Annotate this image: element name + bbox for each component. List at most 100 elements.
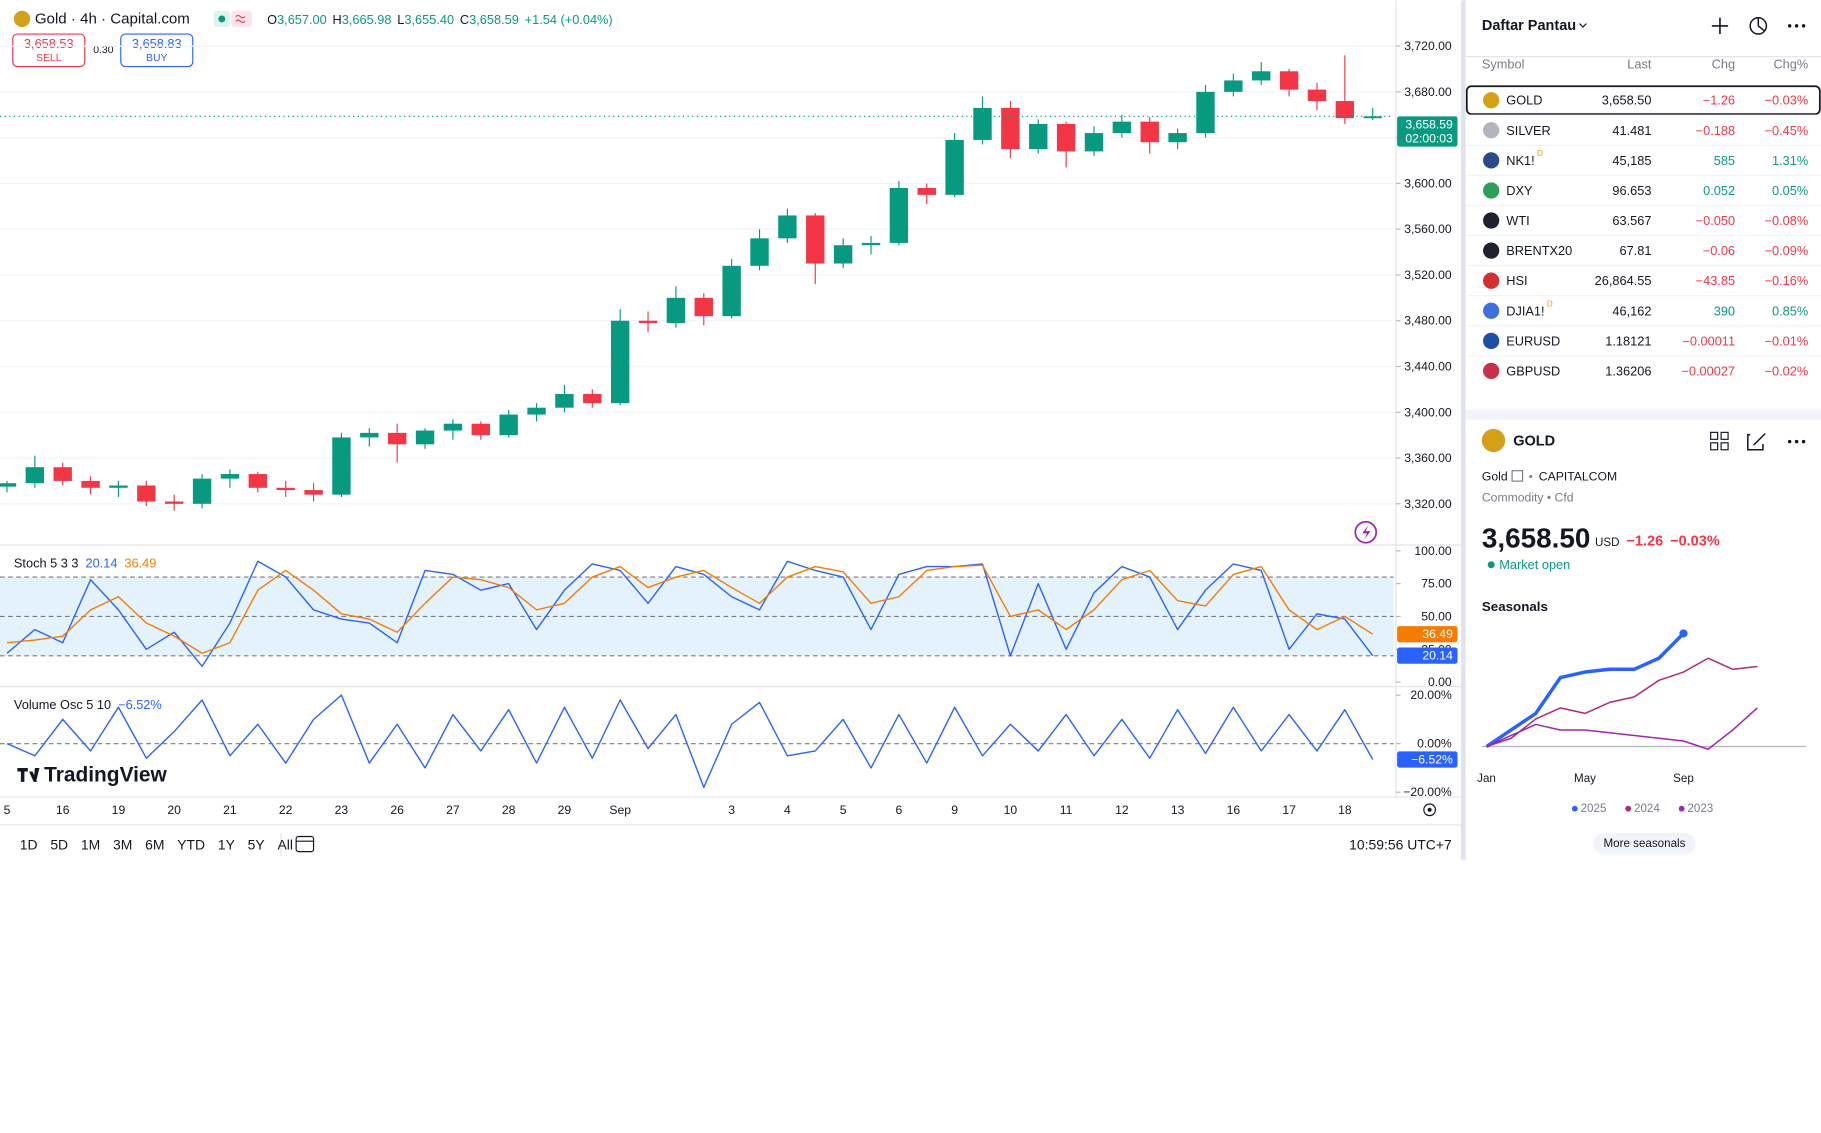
y-tick-label: 75.00 [1421,577,1452,591]
row-symbol[interactable]: GBPUSD [1506,363,1560,378]
y-tick-label: 3,560.00 [1404,222,1452,236]
x-tick-label: 27 [446,803,460,817]
x-tick-label: May [1574,772,1596,785]
ohlc-key: L [397,11,404,26]
candle-body [53,467,72,481]
row-selected [1465,85,1821,116]
candle-body [1224,80,1243,92]
link-icon[interactable] [1511,470,1524,482]
market-status: Market open [1499,557,1570,572]
price-tag-label: 20.14 [1422,649,1453,663]
range-button[interactable]: 1M [81,837,100,853]
x-tick-label: 21 [223,803,237,817]
candle-body [220,474,240,479]
clock[interactable]: 10:59:56 UTC+7 [1349,837,1452,853]
price-tag-label: 36.49 [1422,627,1453,641]
buy-button[interactable] [120,33,194,68]
candle-body [1168,133,1187,143]
range-button[interactable]: All [277,837,292,853]
candle-body [1084,133,1104,152]
x-tick-label: 10 [1004,803,1018,817]
row-symbol[interactable]: NK1! [1506,153,1534,168]
x-tick-label: Sep [609,803,631,817]
row-change: −43.85 [1696,273,1735,288]
candle-body [471,423,490,436]
x-tick-label: 16 [1227,803,1241,817]
candle-body [137,485,156,502]
line [1486,707,1758,751]
range-button[interactable]: 6M [145,837,164,853]
row-change-pct: −0.45% [1765,123,1809,138]
row-change-pct: −0.08% [1765,213,1809,228]
range-button[interactable]: 1D [20,837,38,853]
row-last: 1.18121 [1605,333,1651,348]
legend-label: 2025 [1581,802,1607,815]
x-tick-label: 23 [335,803,349,817]
settings-dot [1427,807,1432,812]
more-icon[interactable] [1787,24,1806,28]
candle-body [360,432,379,438]
chart-title[interactable]: Gold · 4h · Capital.com [35,10,190,27]
row-flag: D [1547,299,1553,308]
symbol-icon[interactable] [13,10,31,28]
row-last: 46,162 [1612,303,1651,318]
alert-icon[interactable] [1354,520,1378,544]
buy-label: BUY [146,53,167,64]
detail-exchange[interactable]: CAPITALCOM [1539,469,1617,483]
calendar-icon[interactable] [1749,17,1768,35]
watchlist-title[interactable]: Daftar Pantau [1482,18,1576,34]
more-seasonals-button[interactable] [1593,833,1696,854]
candle-body [806,215,825,264]
y-tick-label: 3,600.00 [1404,176,1452,190]
x-tick-label: 17 [1282,803,1296,817]
range-button[interactable]: 1Y [218,837,235,853]
detail-symbol[interactable]: GOLD [1513,434,1555,450]
pane-value: −6.52% [118,697,162,712]
status-chip[interactable] [231,10,253,28]
detail-more-icon[interactable] [1787,439,1806,444]
candle-body [861,242,881,246]
legend-dot [1625,805,1632,812]
x-tick-label: Jan [1477,772,1496,785]
ohlc-value: 3,655.40 [404,11,454,26]
y-tick-label: 3,720.00 [1404,39,1452,53]
row-symbol[interactable]: WTI [1506,213,1529,228]
row-symbol[interactable]: SILVER [1506,123,1550,138]
candle-body [1140,121,1159,143]
row-change: 585 [1714,153,1735,168]
row-symbol[interactable]: GOLD [1506,93,1542,108]
panel-divider [1460,0,1466,860]
row-change: 390 [1714,303,1735,318]
row-symbol[interactable]: DXY [1506,183,1533,198]
range-button[interactable]: 3M [113,837,132,853]
settings-icon[interactable] [1423,803,1437,817]
edit-icon[interactable] [1747,432,1766,451]
y-tick-label: 3,480.00 [1404,314,1452,328]
pane-title: Stoch 5 3 3 20.14 36.49 [14,555,156,570]
row-symbol[interactable]: EURUSD [1506,333,1560,348]
sell-button[interactable] [12,33,86,68]
candle-body [1029,123,1048,150]
row-change-pct: −0.03% [1765,93,1809,108]
row-symbol[interactable]: DJIA1! [1506,303,1544,318]
row-last: 26,864.55 [1595,273,1652,288]
price-tag [1397,751,1458,768]
row-change-pct: −0.02% [1765,363,1809,378]
candle-body [499,414,518,436]
line [1485,632,1685,748]
range-button[interactable]: YTD [177,837,205,853]
range-button[interactable]: 5Y [248,837,265,853]
range-button[interactable]: 5D [50,837,68,853]
add-icon[interactable] [1711,17,1729,35]
grid-icon[interactable] [1710,431,1719,440]
row-symbol[interactable]: BRENTX20 [1506,243,1572,258]
candle-body [638,320,658,324]
row-symbol[interactable]: HSI [1506,273,1527,288]
goto-date-icon[interactable] [295,835,315,853]
candle-body [25,467,45,484]
candle-body [666,297,686,324]
row-change: −0.050 [1696,213,1735,228]
x-tick-label: 5 [4,803,11,817]
